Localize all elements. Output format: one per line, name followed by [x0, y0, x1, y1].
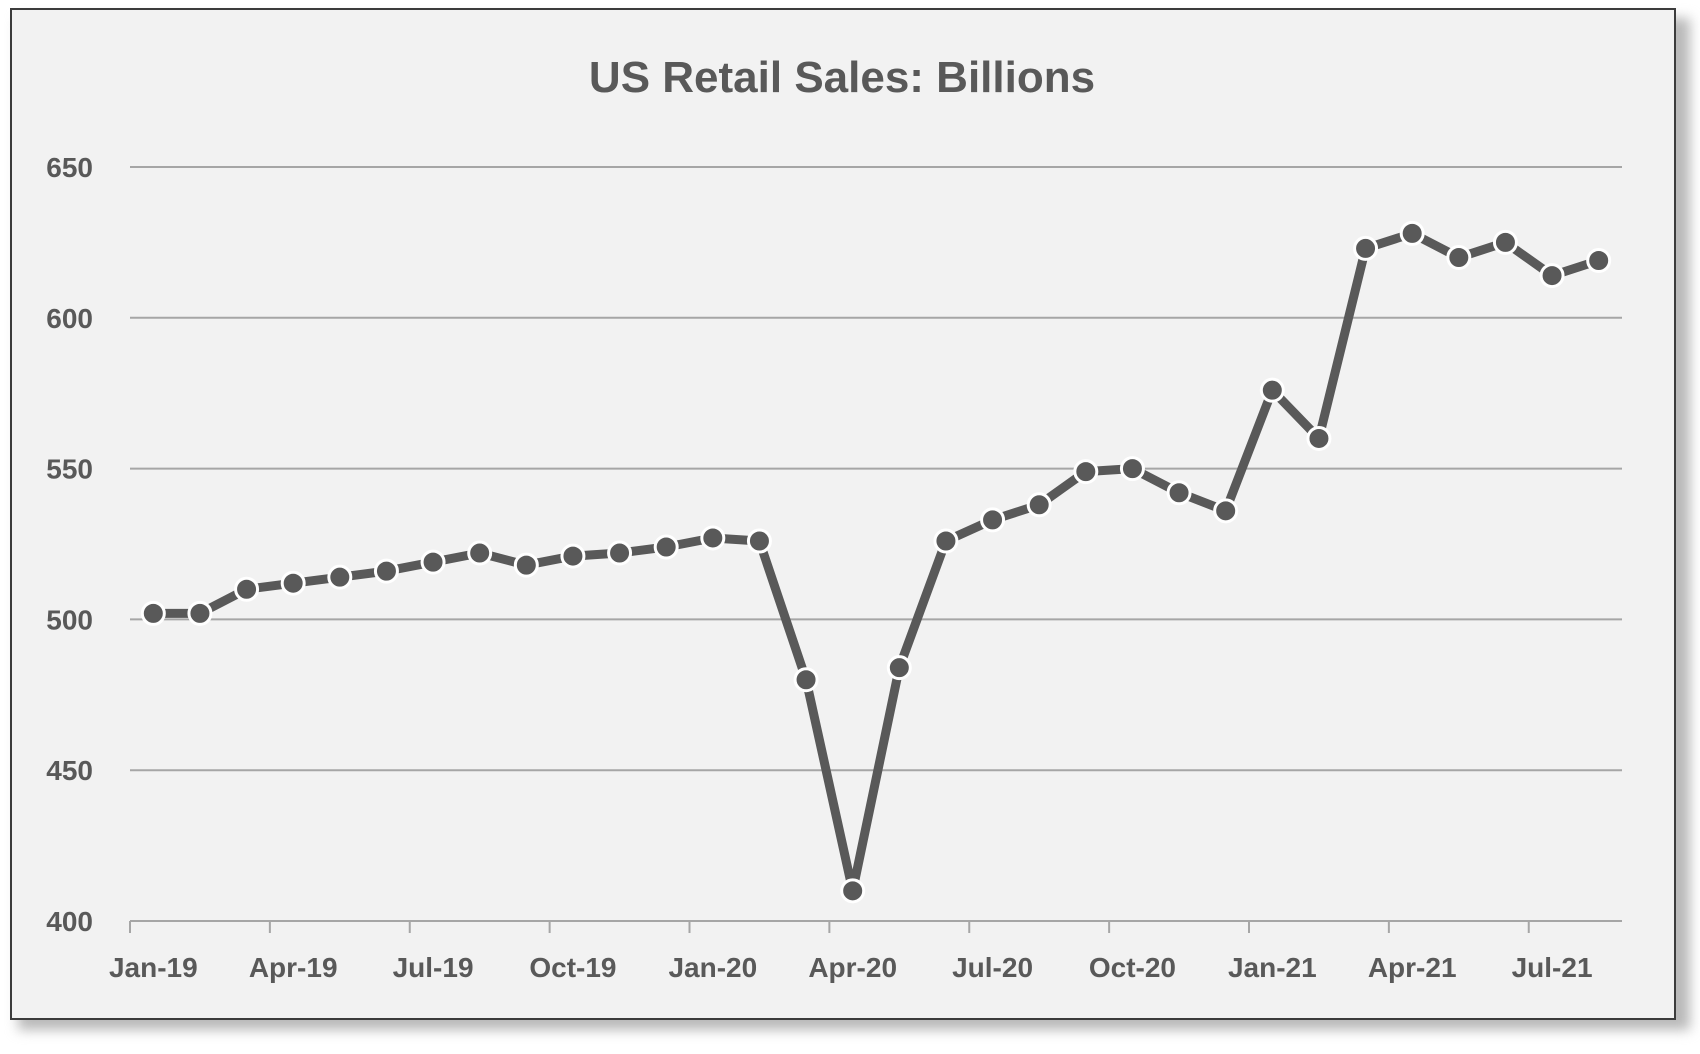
data-point-2021-02: [1306, 425, 1332, 451]
x-tick-label-Apr-20: Apr-20: [808, 952, 897, 983]
data-point-2019-04: [280, 570, 306, 596]
x-tick-label-Jan-20: Jan-20: [668, 952, 757, 983]
gridlines: [130, 166, 1622, 772]
x-tick-label-Oct-19: Oct-19: [529, 952, 616, 983]
data-point-2019-03: [234, 576, 260, 602]
data-point-2020-09: [1073, 459, 1099, 485]
data-point-2020-07: [980, 507, 1006, 533]
data-point-2021-07: [1539, 263, 1565, 289]
x-tick-label-Apr-21: Apr-21: [1368, 952, 1457, 983]
data-point-2019-11: [607, 540, 633, 566]
y-tick-label-550: 550: [46, 454, 93, 485]
data-point-2021-06: [1492, 229, 1518, 255]
data-point-2019-12: [653, 534, 679, 560]
data-point-2019-05: [327, 564, 353, 590]
x-tick-label-Apr-19: Apr-19: [249, 952, 338, 983]
y-tick-label-500: 500: [46, 604, 93, 635]
data-point-2021-01: [1259, 377, 1285, 403]
data-point-2020-12: [1213, 498, 1239, 524]
data-point-2019-07: [420, 549, 446, 575]
data-point-2019-02: [187, 600, 213, 626]
data-point-2021-04: [1399, 220, 1425, 246]
x-axis-tick-labels: Jan-19 Apr-19 Jul-19 Oct-19 Jan-20 Apr-20 Jul-…: [109, 952, 1593, 983]
data-point-2020-10: [1119, 456, 1145, 482]
data-point-2019-09: [513, 552, 539, 578]
data-point-2020-01: [700, 525, 726, 551]
y-tick-label-450: 450: [46, 755, 93, 786]
y-tick-label-650: 650: [46, 152, 93, 183]
data-point-2019-10: [560, 543, 586, 569]
series-markers: [140, 220, 1612, 904]
data-point-2019-01: [140, 600, 166, 626]
data-point-2020-08: [1026, 492, 1052, 518]
chart-title: US Retail Sales: Billions: [589, 53, 1095, 102]
y-tick-label-400: 400: [46, 906, 93, 937]
y-tick-label-600: 600: [46, 303, 93, 334]
x-tick-label-Jul-20: Jul-20: [952, 952, 1033, 983]
data-point-2020-06: [933, 528, 959, 554]
series-polyline: [153, 228, 1601, 896]
x-axis: [129, 920, 1622, 933]
data-point-2019-08: [467, 540, 493, 566]
x-tick-label-Jul-19: Jul-19: [393, 952, 474, 983]
x-tick-label-Jul-21: Jul-21: [1512, 952, 1593, 983]
x-tick-label-Oct-20: Oct-20: [1089, 952, 1176, 983]
data-point-2020-03: [793, 667, 819, 693]
data-point-2021-08: [1586, 247, 1612, 273]
series-line: [153, 228, 1601, 896]
data-point-2019-06: [373, 558, 399, 584]
x-tick-label-Jan-21: Jan-21: [1228, 952, 1317, 983]
x-tick-label-Jan-19: Jan-19: [109, 952, 198, 983]
data-point-2020-11: [1166, 480, 1192, 506]
data-point-2020-04: [840, 878, 866, 904]
y-axis-tick-labels: 400 450 500 550 600 650: [46, 152, 93, 937]
data-point-2020-05: [886, 655, 912, 681]
data-point-2021-05: [1446, 244, 1472, 270]
data-point-2020-02: [746, 528, 772, 554]
data-point-2021-03: [1353, 235, 1379, 261]
